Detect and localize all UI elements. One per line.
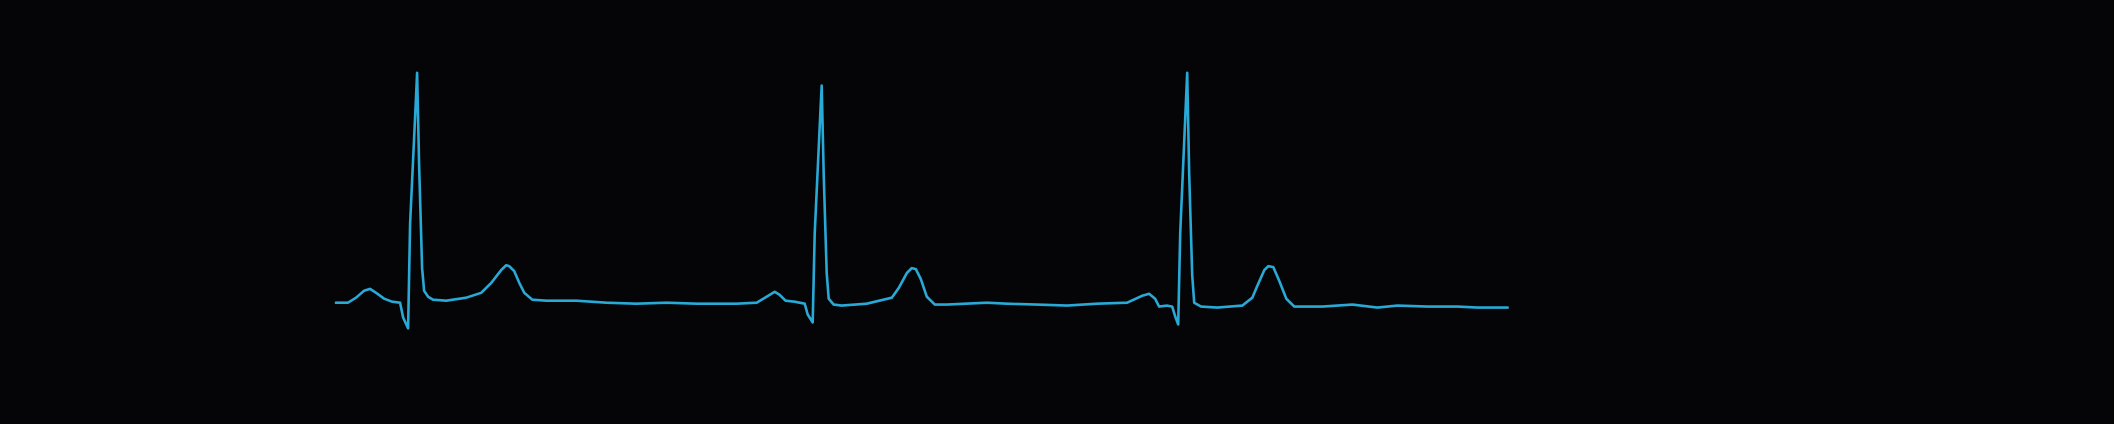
series-layer: [334, 71, 1509, 330]
ecg-trace-line: [334, 71, 1509, 330]
